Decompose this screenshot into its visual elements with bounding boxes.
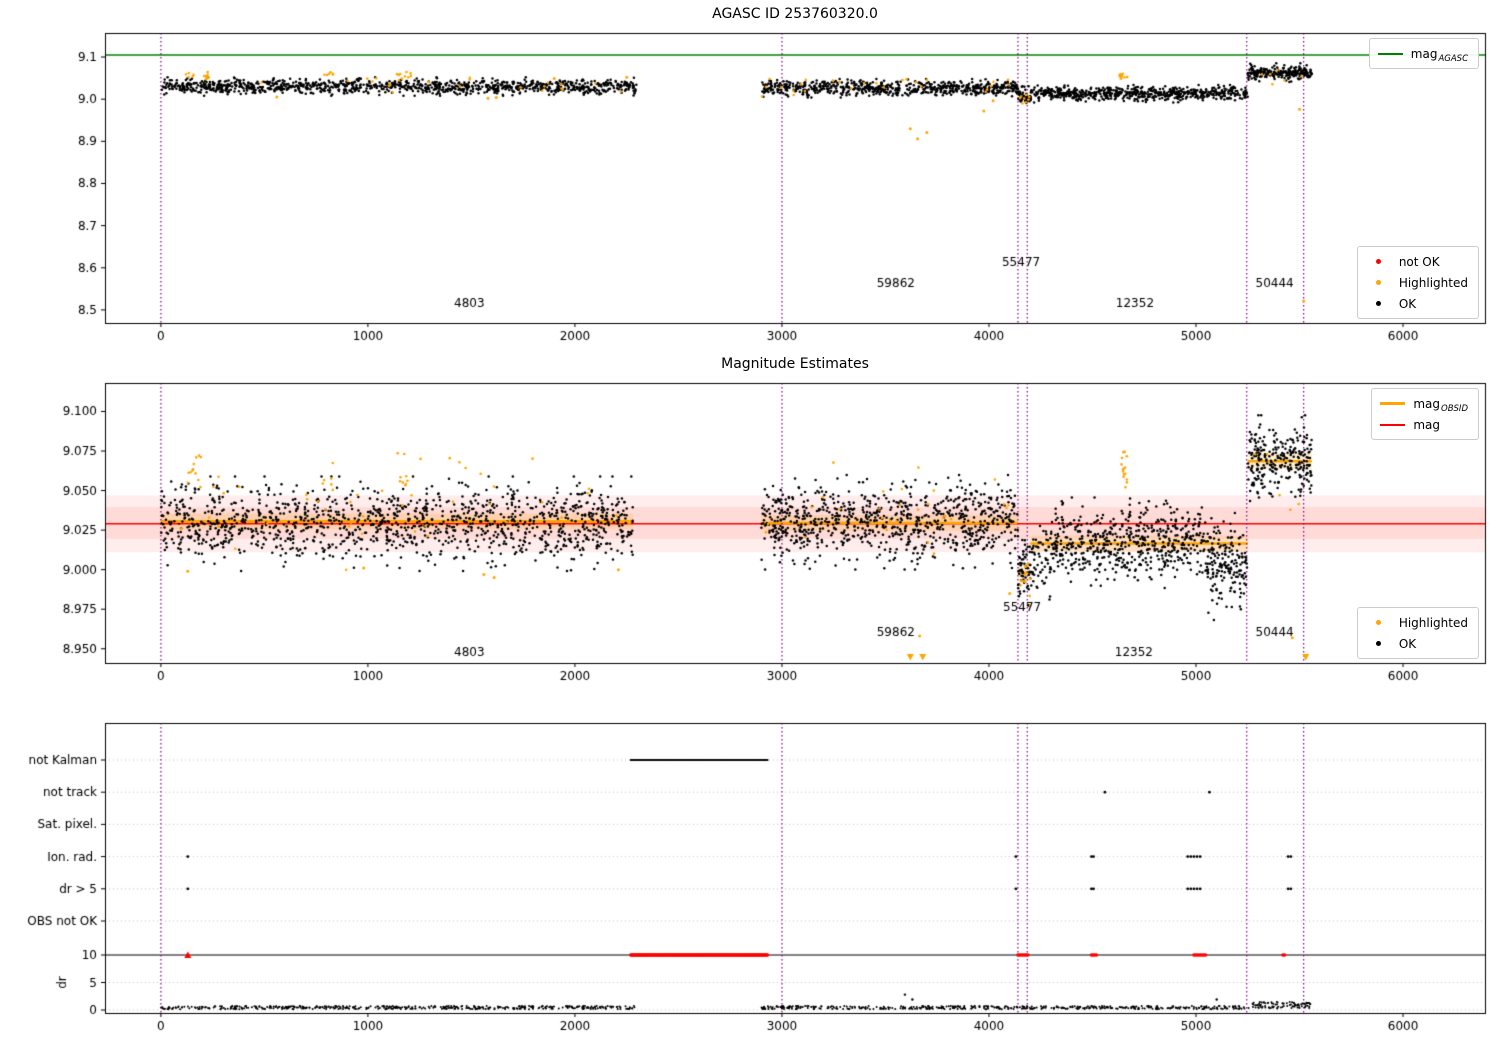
- red-dot-icon: [1375, 259, 1381, 264]
- not-ok-label: not OK: [1398, 254, 1440, 269]
- legend-row-mag: mag: [1380, 414, 1468, 435]
- panel2-title: Magnitude Estimates: [721, 356, 869, 372]
- panel1-line-legend: magAGASC: [1368, 38, 1479, 69]
- legend-row-mag-obsid: magOBSID: [1380, 393, 1468, 414]
- legend-row-highlighted: Highlighted: [1366, 272, 1468, 293]
- legend-row-ok-2: OK: [1366, 633, 1468, 654]
- green-line-swatch: [1377, 52, 1403, 55]
- orange-line-swatch: [1380, 402, 1406, 405]
- legend-row-not-ok: not OK: [1366, 251, 1468, 272]
- black-dot-icon: [1375, 301, 1381, 306]
- highlighted-label: Highlighted: [1398, 275, 1468, 290]
- legend-row-ok: OK: [1366, 293, 1468, 314]
- black-dot-icon: [1375, 641, 1381, 646]
- mag-obsid-label: magOBSID: [1413, 396, 1468, 414]
- legend-row-mag-agasc: magAGASC: [1377, 43, 1468, 64]
- legend-row-highlighted-2: Highlighted: [1366, 612, 1468, 633]
- panel1-marker-legend: not OK Highlighted OK: [1356, 246, 1479, 319]
- orange-dot-swatch-wrap-2: [1366, 620, 1391, 625]
- black-dot-swatch-wrap-2: [1366, 641, 1391, 646]
- orange-dot-icon: [1375, 280, 1381, 285]
- mag-agasc-label: magAGASC: [1410, 46, 1468, 64]
- orange-dot-swatch-wrap: [1366, 280, 1391, 285]
- panel2-line-legend: magOBSID mag: [1371, 388, 1479, 440]
- panel2-marker-legend: Highlighted OK: [1356, 607, 1479, 659]
- black-dot-swatch-wrap: [1366, 301, 1391, 306]
- panel1-title: AGASC ID 253760320.0: [712, 6, 878, 22]
- red-line-swatch: [1380, 423, 1406, 426]
- ok-label: OK: [1398, 296, 1417, 311]
- ok-label-2: OK: [1398, 636, 1417, 651]
- highlighted-label-2: Highlighted: [1398, 615, 1468, 630]
- red-dot-swatch-wrap: [1366, 259, 1391, 264]
- orange-dot-icon: [1375, 620, 1381, 625]
- mag-label: mag: [1413, 417, 1441, 432]
